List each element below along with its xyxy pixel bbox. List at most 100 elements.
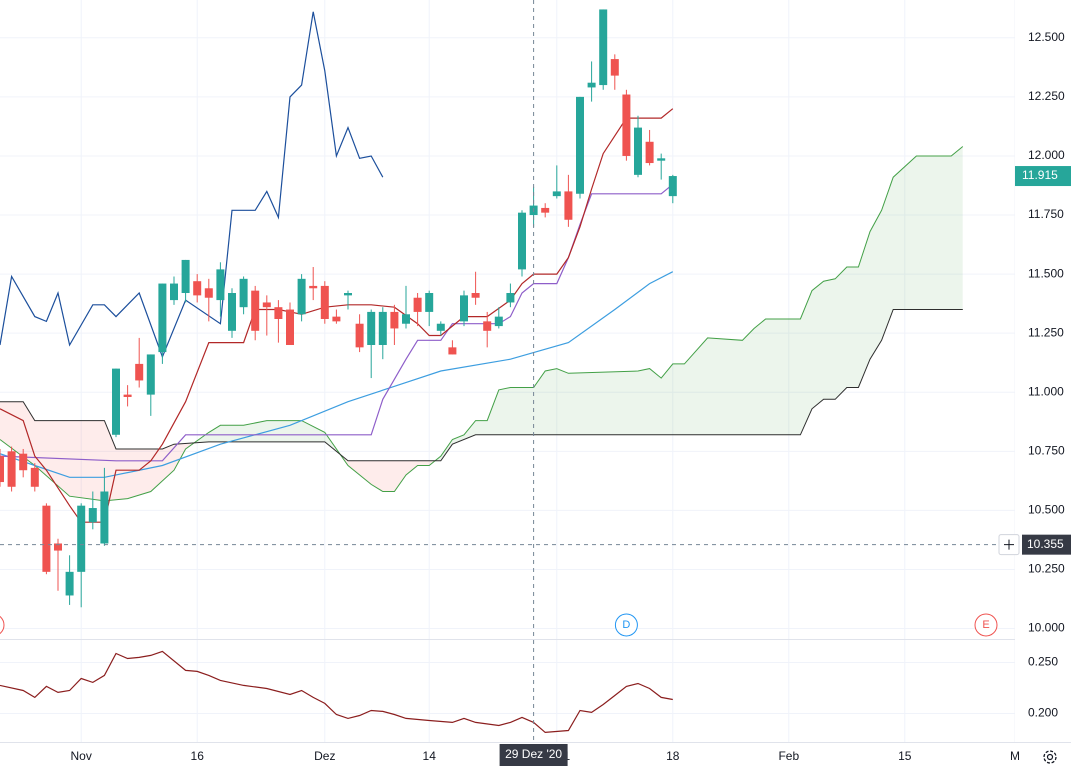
candle-body bbox=[274, 307, 283, 319]
y-tick-label: 12.000 bbox=[1028, 148, 1065, 162]
candle-body bbox=[494, 316, 503, 327]
y-tick-label: 10.750 bbox=[1028, 443, 1065, 457]
event-badge-cut bbox=[0, 615, 5, 635]
candle-body bbox=[518, 212, 526, 270]
candle-body bbox=[54, 543, 62, 551]
candle-body bbox=[378, 311, 387, 345]
candle-body bbox=[390, 311, 399, 329]
candle-body bbox=[541, 207, 550, 213]
event-badge bbox=[974, 613, 998, 637]
x-tick-label: 18 bbox=[666, 749, 680, 763]
candle-body bbox=[30, 467, 39, 487]
span-a-line bbox=[0, 146, 964, 502]
candle-body bbox=[42, 505, 51, 572]
indicator-line bbox=[0, 650, 673, 734]
price-axis bbox=[1015, 0, 1071, 771]
candle-body bbox=[425, 293, 434, 312]
y-tick-label: 12.500 bbox=[1028, 30, 1065, 44]
crosshair-plus bbox=[1004, 539, 1014, 550]
y-tick-label: 11.000 bbox=[1028, 384, 1064, 398]
y-tick-label: 12.250 bbox=[1028, 89, 1065, 103]
candle-body bbox=[0, 456, 4, 483]
x-tick-label: Nov bbox=[71, 749, 92, 763]
candle-body bbox=[158, 283, 167, 353]
candle-body bbox=[146, 354, 155, 395]
candle-body bbox=[216, 269, 225, 301]
candle-body bbox=[634, 127, 642, 175]
y-tick-label: 11.750 bbox=[1028, 207, 1064, 221]
indicator-line bbox=[0, 183, 674, 462]
candle-body bbox=[483, 321, 492, 331]
indicator-line bbox=[0, 271, 674, 478]
candle-body bbox=[657, 158, 666, 161]
candle-body bbox=[309, 285, 318, 289]
cloud-fill-up bbox=[0, 146, 963, 461]
candle-body bbox=[262, 302, 271, 308]
candle-body bbox=[552, 191, 561, 197]
y-tick-label: 10.500 bbox=[1028, 503, 1065, 517]
candle-body bbox=[564, 191, 573, 220]
candle-body bbox=[193, 281, 202, 296]
candle-body bbox=[204, 288, 213, 298]
event-badge bbox=[614, 613, 638, 637]
candle-body bbox=[228, 293, 236, 331]
candle-body bbox=[181, 259, 190, 294]
y-tick-label: 0.200 bbox=[1028, 706, 1058, 720]
candle-body bbox=[506, 293, 515, 303]
span-b-line bbox=[0, 309, 963, 462]
candle-body bbox=[599, 9, 608, 86]
y-tick-label: 11.250 bbox=[1028, 325, 1064, 339]
candle-body bbox=[77, 505, 86, 572]
candle-body bbox=[112, 368, 120, 435]
candle-body bbox=[610, 59, 619, 76]
candles bbox=[0, 9, 677, 608]
crosshair-date-label: 29 Dez '20 bbox=[505, 747, 562, 761]
candle-body bbox=[622, 94, 631, 156]
candle-body bbox=[355, 323, 364, 348]
candle-body bbox=[100, 491, 109, 544]
candle-body bbox=[332, 316, 341, 322]
candle-body bbox=[436, 323, 445, 331]
candle-body bbox=[448, 347, 457, 355]
candle-body bbox=[413, 297, 422, 312]
x-tick-label: M bbox=[1010, 749, 1020, 763]
candle-body bbox=[297, 278, 306, 315]
y-tick-label: 0.250 bbox=[1028, 655, 1058, 669]
x-tick-label: 15 bbox=[898, 749, 912, 763]
candle-body bbox=[576, 96, 584, 194]
candle-body bbox=[251, 290, 260, 331]
candle-body bbox=[460, 295, 468, 322]
candle-body bbox=[402, 314, 410, 324]
candle-body bbox=[320, 285, 329, 319]
candle-body bbox=[286, 309, 294, 345]
event-label: D bbox=[622, 619, 630, 631]
crosshair-price-box bbox=[1022, 534, 1071, 555]
gear-hub bbox=[1046, 753, 1054, 761]
cloud-up bbox=[0, 146, 963, 461]
crosshair-date-box bbox=[499, 744, 568, 766]
candle-body bbox=[88, 508, 97, 523]
candle-body bbox=[135, 363, 144, 381]
x-tick-label: Dez bbox=[314, 749, 335, 763]
candle-body bbox=[344, 293, 352, 296]
candle-body bbox=[7, 451, 16, 487]
candle-body bbox=[19, 453, 28, 471]
candle-body bbox=[170, 283, 178, 301]
crosshair-price-label: 10.355 bbox=[1027, 537, 1064, 551]
candle-body bbox=[587, 82, 596, 88]
y-tick-label: 10.000 bbox=[1028, 621, 1065, 635]
lower-pane bbox=[0, 650, 673, 734]
candle-body bbox=[239, 278, 248, 308]
gear-ring bbox=[1043, 750, 1057, 764]
last-price-label: 11.915 bbox=[1022, 168, 1058, 182]
last-price-box bbox=[1015, 166, 1071, 187]
candle-body bbox=[645, 141, 654, 164]
x-tick-label: 16 bbox=[191, 749, 205, 763]
candle-body bbox=[65, 571, 74, 596]
candle-body bbox=[123, 394, 132, 397]
candle-body bbox=[668, 176, 677, 197]
settings-button[interactable] bbox=[1043, 750, 1057, 764]
